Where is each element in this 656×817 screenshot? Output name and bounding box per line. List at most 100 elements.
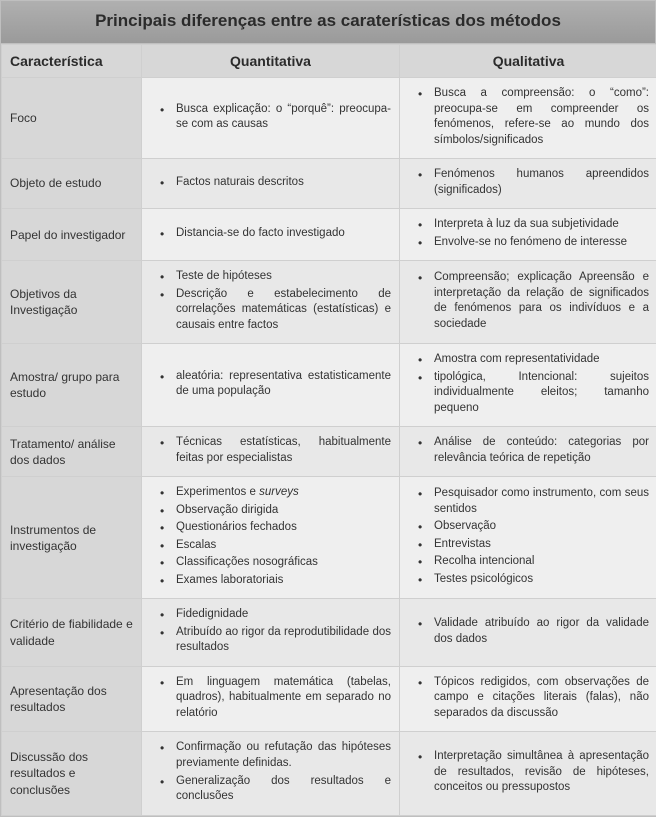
list-item: tipológica, Intencional: sujeitos indivi… (424, 370, 649, 417)
table-row: Foco Busca explicação: o “porquê”: preocu… (2, 78, 656, 159)
bullet-list: Interpretação simultânea à apresentação … (410, 749, 649, 796)
list-item: Descrição e estabelecimento de correlaçõ… (166, 287, 391, 334)
list-item: Distancia-se do facto investigado (166, 226, 391, 242)
characteristic-cell: Foco (2, 78, 142, 159)
list-item: Classificações nosográficas (166, 555, 391, 571)
comparison-table: Característica Quantitativa Qualitativa … (1, 44, 656, 816)
characteristic-cell: Instrumentos de investigação (2, 477, 142, 599)
value-cell: Fidedignidade Atribuído ao rigor da repro… (142, 599, 400, 667)
table-row: Apresentação dos resultados Em linguagem … (2, 666, 656, 732)
value-cell: Amostra com representatividade tipológica… (400, 344, 656, 427)
bullet-list: Amostra com representatividade tipológica… (410, 352, 649, 416)
characteristic-cell: Tratamento/ análise dos dados (2, 427, 142, 477)
list-item: Pesquisador como instrumento, com seus s… (424, 486, 649, 517)
table-row: Papel do investigador Distancia-se do fac… (2, 209, 656, 261)
value-cell: Factos naturais descritos (142, 159, 400, 209)
characteristic-cell: Objeto de estudo (2, 159, 142, 209)
table-header-row: Característica Quantitativa Qualitativa (2, 45, 656, 78)
list-item: Generalização dos resultados e conclusõe… (166, 774, 391, 805)
list-item: Compreensão; explicação Apreensão e inte… (424, 270, 649, 332)
list-item: Atribuído ao rigor da reprodutibilidade … (166, 625, 391, 656)
bullet-list: Análise de conteúdo: categorias por rele… (410, 435, 649, 466)
list-item: Observação (424, 519, 649, 535)
bullet-list: Pesquisador como instrumento, com seus s… (410, 486, 649, 587)
table-row: Objeto de estudo Factos naturais descrito… (2, 159, 656, 209)
bullet-list: Técnicas estatísticas, habitualmente fei… (152, 435, 391, 466)
list-item: Interpreta à luz da sua subjetividade (424, 217, 649, 233)
value-cell: Distancia-se do facto investigado (142, 209, 400, 261)
value-cell: Interpretação simultânea à apresentação … (400, 732, 656, 815)
value-cell: Técnicas estatísticas, habitualmente fei… (142, 427, 400, 477)
bullet-list: aleatória: representativa estatisticamen… (152, 369, 391, 400)
list-item: Questionários fechados (166, 520, 391, 536)
list-item: Confirmação ou refutação das hipóteses p… (166, 740, 391, 771)
value-cell: Análise de conteúdo: categorias por rele… (400, 427, 656, 477)
value-cell: Tópicos redigidos, com observações de ca… (400, 666, 656, 732)
list-item: Fenómenos humanos apreendidos (significa… (424, 167, 649, 198)
list-item: Análise de conteúdo: categorias por rele… (424, 435, 649, 466)
bullet-list: Compreensão; explicação Apreensão e inte… (410, 270, 649, 332)
value-cell: Teste de hipóteses Descrição e estabeleci… (142, 261, 400, 344)
list-item: Interpretação simultânea à apresentação … (424, 749, 649, 796)
list-item: Escalas (166, 538, 391, 554)
list-item: Exames laboratoriais (166, 573, 391, 589)
characteristic-cell: Discussão dos resultados e conclusões (2, 732, 142, 815)
characteristic-cell: Objetivos da Investigação (2, 261, 142, 344)
table-title: Principais diferenças entre as caraterís… (1, 1, 655, 44)
bullet-list: Factos naturais descritos (152, 175, 391, 191)
list-item: Tópicos redigidos, com observações de ca… (424, 675, 649, 722)
list-item: Experimentos e surveys (166, 485, 391, 501)
list-item: Factos naturais descritos (166, 175, 391, 191)
table-row: Discussão dos resultados e conclusões Con… (2, 732, 656, 815)
table-row: Instrumentos de investigaçãoExperimentos… (2, 477, 656, 599)
value-cell: Fenómenos humanos apreendidos (significa… (400, 159, 656, 209)
value-cell: Busca a compreensão: o “como”: preocupa-… (400, 78, 656, 159)
bullet-list: Validade atribuído ao rigor da validade … (410, 616, 649, 647)
list-item: Entrevistas (424, 537, 649, 553)
table-row: Tratamento/ análise dos dados Técnicas es… (2, 427, 656, 477)
bullet-list: Em linguagem matemática (tabelas, quadro… (152, 675, 391, 722)
list-item: Testes psicológicos (424, 572, 649, 588)
list-item: Amostra com representatividade (424, 352, 649, 368)
characteristic-cell: Critério de fiabilidade e validade (2, 599, 142, 667)
list-item: Validade atribuído ao rigor da validade … (424, 616, 649, 647)
bullet-list: Distancia-se do facto investigado (152, 226, 391, 242)
value-cell: Pesquisador como instrumento, com seus s… (400, 477, 656, 599)
list-item: Busca a compreensão: o “como”: preocupa-… (424, 86, 649, 148)
value-cell: Confirmação ou refutação das hipóteses p… (142, 732, 400, 815)
list-item: Busca explicação: o “porquê”: preocupa-s… (166, 102, 391, 133)
bullet-list: Experimentos e surveys Observação dirigid… (152, 485, 391, 588)
list-item: Recolha intencional (424, 554, 649, 570)
bullet-list: Teste de hipóteses Descrição e estabeleci… (152, 269, 391, 333)
bullet-list: Busca explicação: o “porquê”: preocupa-s… (152, 102, 391, 133)
value-cell: Compreensão; explicação Apreensão e inte… (400, 261, 656, 344)
characteristic-cell: Apresentação dos resultados (2, 666, 142, 732)
bullet-list: Busca a compreensão: o “como”: preocupa-… (410, 86, 649, 148)
list-item: Teste de hipóteses (166, 269, 391, 285)
table-row: Objetivos da InvestigaçãoTeste de hipóte… (2, 261, 656, 344)
list-item: Envolve-se no fenómeno de interesse (424, 235, 649, 251)
value-cell: Interpreta à luz da sua subjetividade Env… (400, 209, 656, 261)
list-item: Fidedignidade (166, 607, 391, 623)
header-qualitative: Qualitativa (400, 45, 656, 78)
value-cell: Em linguagem matemática (tabelas, quadro… (142, 666, 400, 732)
header-characteristic: Característica (2, 45, 142, 78)
value-cell: aleatória: representativa estatisticamen… (142, 344, 400, 427)
list-item: aleatória: representativa estatisticamen… (166, 369, 391, 400)
characteristic-cell: Papel do investigador (2, 209, 142, 261)
value-cell: Experimentos e surveys Observação dirigid… (142, 477, 400, 599)
value-cell: Validade atribuído ao rigor da validade … (400, 599, 656, 667)
list-item: Observação dirigida (166, 503, 391, 519)
table-row: Critério de fiabilidade e validadeFidedi… (2, 599, 656, 667)
list-item: Em linguagem matemática (tabelas, quadro… (166, 675, 391, 722)
bullet-list: Fenómenos humanos apreendidos (significa… (410, 167, 649, 198)
list-item: Técnicas estatísticas, habitualmente fei… (166, 435, 391, 466)
table-row: Amostra/ grupo para estudo aleatória: rep… (2, 344, 656, 427)
header-quantitative: Quantitativa (142, 45, 400, 78)
bullet-list: Tópicos redigidos, com observações de ca… (410, 675, 649, 722)
bullet-list: Interpreta à luz da sua subjetividade Env… (410, 217, 649, 250)
characteristic-cell: Amostra/ grupo para estudo (2, 344, 142, 427)
value-cell: Busca explicação: o “porquê”: preocupa-s… (142, 78, 400, 159)
table-container: Principais diferenças entre as caraterís… (0, 0, 656, 817)
bullet-list: Fidedignidade Atribuído ao rigor da repro… (152, 607, 391, 656)
